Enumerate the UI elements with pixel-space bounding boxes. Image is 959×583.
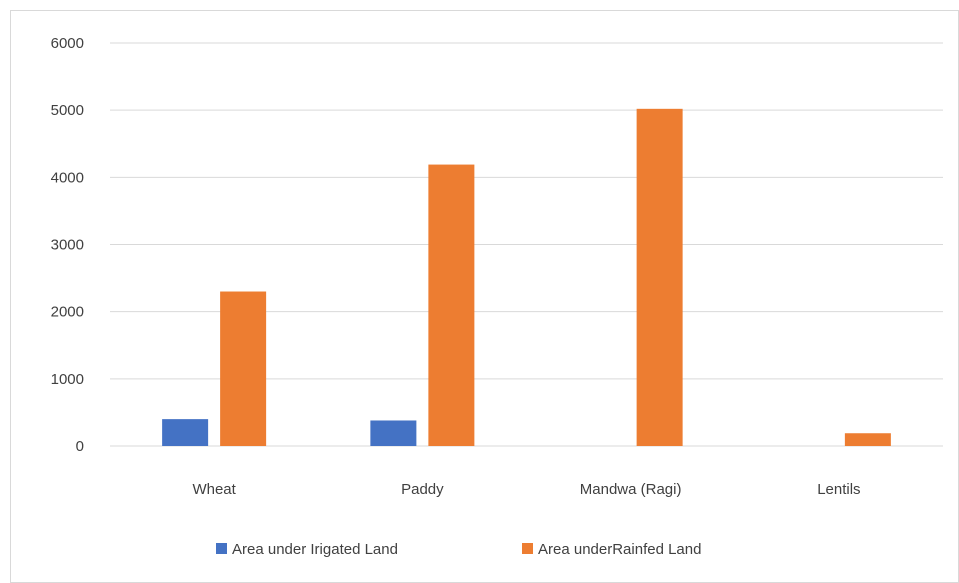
y-tick-label: 0 (76, 438, 84, 455)
legend-label-irrigated: Area under Irigated Land (232, 541, 398, 558)
y-tick-label: 6000 (51, 35, 84, 52)
x-tick-label: Mandwa (Ragi) (580, 481, 682, 498)
x-tick-label: Paddy (401, 481, 444, 498)
x-tick-label: Lentils (817, 481, 860, 498)
bar-irrigated-paddy (370, 420, 417, 446)
y-axis-ticks: 0 1000 2000 3000 4000 5000 6000 (51, 35, 84, 455)
bar-irrigated-wheat (162, 419, 209, 446)
legend-swatch-irrigated (216, 543, 227, 554)
legend: Area under Irigated Land Area underRainf… (216, 541, 701, 558)
bar-rainfed-lentils (844, 433, 891, 446)
x-axis-ticks: Wheat Paddy Mandwa (Ragi) Lentils (192, 481, 860, 498)
y-tick-label: 4000 (51, 169, 84, 186)
bar-rainfed-paddy (428, 164, 475, 447)
bar-rainfed-wheat (220, 291, 267, 446)
y-tick-label: 1000 (51, 371, 84, 388)
x-tick-label: Wheat (192, 481, 236, 498)
y-tick-label: 2000 (51, 304, 84, 321)
legend-swatch-rainfed (522, 543, 533, 554)
legend-label-rainfed: Area underRainfed Land (538, 541, 701, 558)
bars (162, 108, 891, 447)
chart-frame (10, 10, 959, 583)
y-tick-label: 5000 (51, 102, 84, 119)
bar-rainfed-mandwa-ragi (636, 108, 683, 446)
y-tick-label: 3000 (51, 237, 84, 254)
